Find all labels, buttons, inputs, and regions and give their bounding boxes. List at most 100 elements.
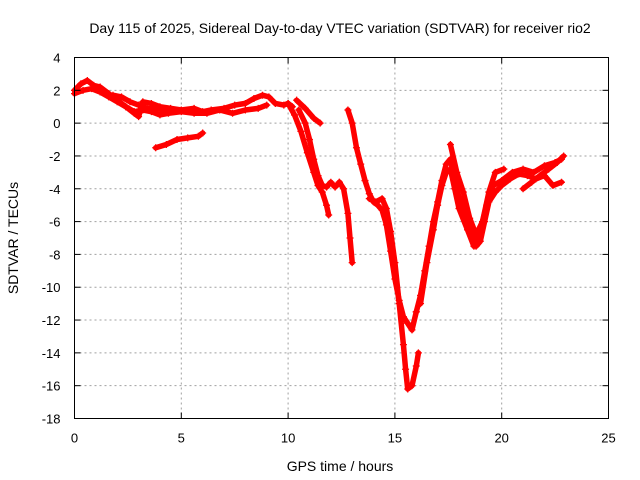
y-tick-label: -18: [42, 412, 61, 427]
data-point: [254, 104, 262, 112]
data-point: [130, 108, 138, 116]
data-point: [152, 104, 160, 112]
data-point: [301, 119, 309, 127]
data-point: [365, 195, 373, 203]
x-tick-label: 25: [601, 431, 615, 446]
data-point: [372, 198, 380, 206]
data-point: [135, 113, 143, 121]
data-point: [442, 160, 450, 168]
y-tick-label: -14: [42, 346, 61, 361]
data-point: [417, 300, 425, 308]
data-point: [199, 129, 207, 137]
y-tick-label: 2: [53, 83, 60, 98]
series-band: [71, 77, 296, 120]
data-point: [143, 104, 151, 112]
data-point: [344, 106, 352, 114]
data-point: [508, 168, 516, 176]
data-point: [472, 231, 480, 239]
series-band: [285, 100, 332, 218]
y-tick-labels: 4 2 0 -2 -4 -6 -8 -10 -12 -14 -16 -18: [42, 51, 61, 427]
data-point: [553, 159, 561, 167]
data-point: [162, 140, 170, 148]
data-point: [135, 101, 143, 109]
data-point: [156, 111, 164, 119]
data-point: [453, 168, 461, 176]
y-tick-label: -12: [42, 313, 61, 328]
x-axis-title: GPS time / hours: [287, 458, 394, 474]
data-series: [71, 76, 568, 393]
data-point: [190, 109, 198, 117]
data-point: [344, 209, 352, 217]
data-point: [348, 259, 356, 267]
data-point: [271, 99, 279, 107]
data-point: [331, 183, 339, 191]
y-tick-label: -6: [49, 215, 61, 230]
data-point: [323, 183, 331, 191]
series-band: [413, 156, 565, 315]
data-point: [293, 96, 301, 104]
data-point: [408, 326, 416, 334]
data-point: [335, 178, 343, 186]
data-point: [423, 259, 431, 267]
data-point: [540, 162, 548, 170]
data-point: [402, 365, 410, 373]
series-band: [293, 97, 323, 126]
data-point: [231, 101, 239, 109]
data-point: [83, 76, 91, 84]
data-point: [327, 178, 335, 186]
data-point: [466, 214, 474, 222]
data-point: [459, 188, 467, 196]
data-point: [446, 140, 454, 148]
plot-frame: [74, 57, 609, 419]
data-point: [229, 109, 237, 117]
x-tick-label: 20: [494, 431, 508, 446]
data-point: [263, 101, 271, 109]
x-tick-labels: 0 5 10 15 20 25: [71, 431, 616, 446]
data-point: [391, 259, 399, 267]
data-point: [485, 188, 493, 196]
data-point: [498, 177, 506, 185]
data-point: [325, 211, 333, 219]
y-tick-label: -4: [49, 182, 61, 197]
data-point: [216, 106, 224, 114]
data-point: [310, 114, 318, 122]
data-point: [117, 93, 125, 101]
data-point: [301, 104, 309, 112]
y-tick-label: -16: [42, 379, 61, 394]
data-point: [310, 155, 318, 163]
data-point: [536, 172, 544, 180]
series-band: [520, 153, 567, 192]
data-point: [348, 119, 356, 127]
data-point: [316, 119, 324, 127]
data-point: [412, 362, 420, 370]
data-point: [258, 91, 266, 99]
data-point: [442, 168, 450, 176]
data-point: [523, 172, 531, 180]
data-point: [558, 178, 566, 186]
series-band: [345, 107, 420, 333]
data-point: [438, 181, 446, 189]
y-tick-label: -10: [42, 280, 61, 295]
data-point: [305, 136, 313, 144]
data-point: [173, 136, 181, 144]
data-point: [318, 188, 326, 196]
data-point: [528, 178, 536, 186]
data-point: [414, 349, 422, 357]
data-point: [323, 201, 331, 209]
data-point: [382, 204, 390, 212]
data-point: [470, 242, 478, 250]
data-point: [265, 93, 273, 101]
data-point: [404, 319, 412, 327]
data-point: [96, 88, 104, 96]
data-point: [399, 341, 407, 349]
data-point: [160, 106, 168, 114]
data-point: [241, 106, 249, 114]
data-point: [284, 99, 292, 107]
data-point: [408, 382, 416, 390]
data-point: [491, 168, 499, 176]
data-point: [203, 109, 211, 117]
data-point: [169, 108, 177, 116]
data-point: [357, 160, 365, 168]
data-point: [387, 227, 395, 235]
